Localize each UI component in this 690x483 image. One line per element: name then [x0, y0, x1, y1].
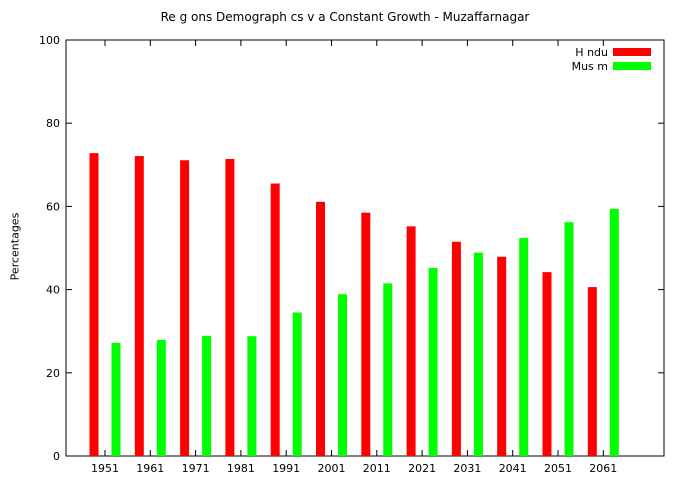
bar-series2: [473, 252, 483, 456]
y-tick-label: 80: [46, 117, 60, 130]
y-tick-label: 40: [46, 284, 60, 297]
x-tick-label: 2031: [453, 462, 481, 475]
legend-label: H ndu: [575, 46, 608, 59]
legend-swatch: [613, 62, 651, 70]
bar-series2: [202, 335, 212, 456]
y-tick-label: 100: [39, 34, 60, 47]
x-tick-label: 2051: [544, 462, 572, 475]
x-tick-label: 2061: [589, 462, 617, 475]
x-tick-label: 2011: [363, 462, 391, 475]
bar-series2: [156, 339, 166, 456]
bar-series1: [451, 241, 461, 456]
bar-series1: [225, 158, 235, 456]
bar-series1: [270, 183, 280, 456]
x-tick-label: 2021: [408, 462, 436, 475]
legend-label: Mus m: [572, 60, 608, 73]
bar-series1: [361, 212, 371, 456]
y-tick-label: 0: [53, 450, 60, 463]
chart-title: Re g ons Demograph cs v a Constant Growt…: [160, 10, 530, 24]
bar-series2: [564, 222, 574, 456]
y-tick-label: 20: [46, 367, 60, 380]
bar-series2: [247, 336, 257, 456]
x-tick-label: 2041: [499, 462, 527, 475]
bar-series1: [316, 201, 325, 456]
x-tick-label: 1981: [227, 462, 255, 475]
bar-series2: [111, 342, 121, 456]
x-tick-label: 1961: [136, 462, 164, 475]
bar-series1: [587, 287, 597, 456]
bar-series1: [497, 256, 507, 456]
bar-series1: [180, 160, 190, 456]
bar-series1: [89, 153, 99, 457]
bar-series2: [338, 294, 347, 456]
bar-series2: [383, 283, 393, 456]
bar-series1: [406, 226, 416, 456]
bar-series2: [428, 267, 438, 456]
y-tick-label: 60: [46, 200, 60, 213]
bar-series2: [292, 312, 302, 456]
x-tick-label: 2001: [318, 462, 346, 475]
bar-series2: [519, 238, 529, 456]
x-tick-label: 1971: [182, 462, 210, 475]
bar-series2: [609, 208, 619, 456]
legend-swatch: [613, 48, 651, 56]
x-tick-label: 1951: [91, 462, 119, 475]
bar-series1: [542, 272, 552, 456]
bar-series1: [134, 156, 144, 456]
x-tick-label: 1991: [272, 462, 300, 475]
